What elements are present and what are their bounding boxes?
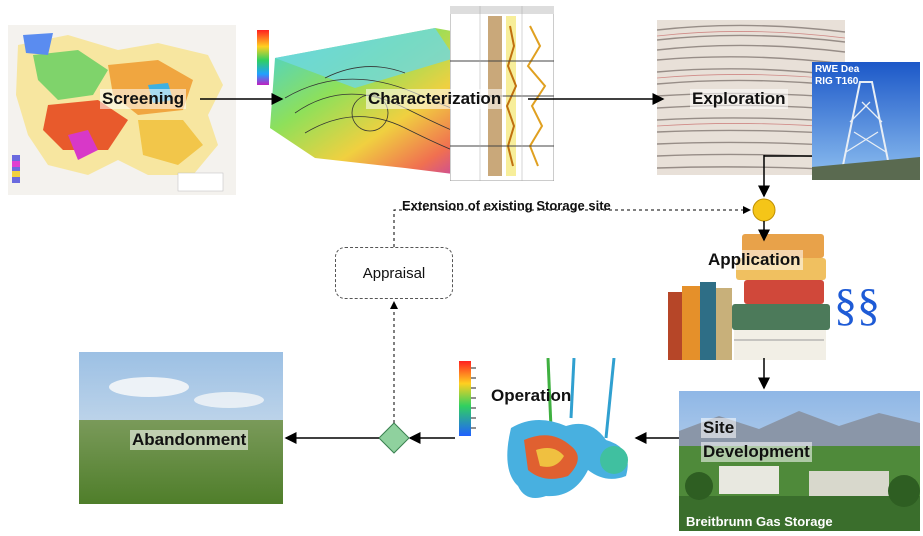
appraisal-label: Appraisal: [362, 264, 426, 282]
appraisal-box: Appraisal: [335, 247, 453, 299]
abandonment-landscape-photo: [79, 352, 283, 504]
merge-node: [378, 422, 410, 454]
decision-node: [752, 198, 776, 222]
site-development-label-line2: Development: [701, 442, 812, 462]
breitbrunn-caption: Breitbrunn Gas Storage: [686, 514, 833, 529]
screening-map-image: [8, 25, 236, 195]
operation-reservoir-model-image: [456, 357, 636, 508]
extension-label: Extension of existing Storage site: [402, 198, 611, 213]
operation-label: Operation: [491, 386, 572, 405]
screening-label: Screening: [100, 89, 187, 109]
exploration-label: Exploration: [690, 89, 788, 109]
abandonment-label: Abandonment: [130, 430, 249, 450]
rig-label-line2: RIG T160: [815, 76, 859, 87]
rig-label-line1: RWE Dea: [815, 64, 860, 75]
drilling-rig-photo: [812, 62, 920, 181]
law-books-image: [664, 232, 844, 362]
application-label: Application: [706, 250, 803, 270]
characterization-label: Characterization: [366, 89, 504, 109]
site-development-label-line1: Site: [701, 418, 737, 438]
paragraph-symbol: §§: [834, 279, 880, 330]
